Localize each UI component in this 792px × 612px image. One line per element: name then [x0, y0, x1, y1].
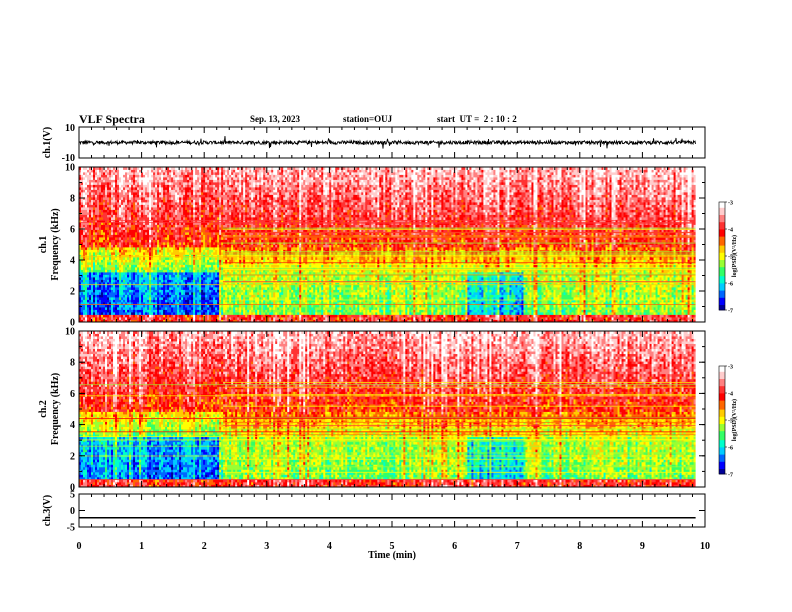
y-tick-label: 10: [65, 123, 75, 134]
ch1-trace: [79, 136, 696, 149]
ch1-ylabel: ch.1(V): [42, 127, 53, 158]
